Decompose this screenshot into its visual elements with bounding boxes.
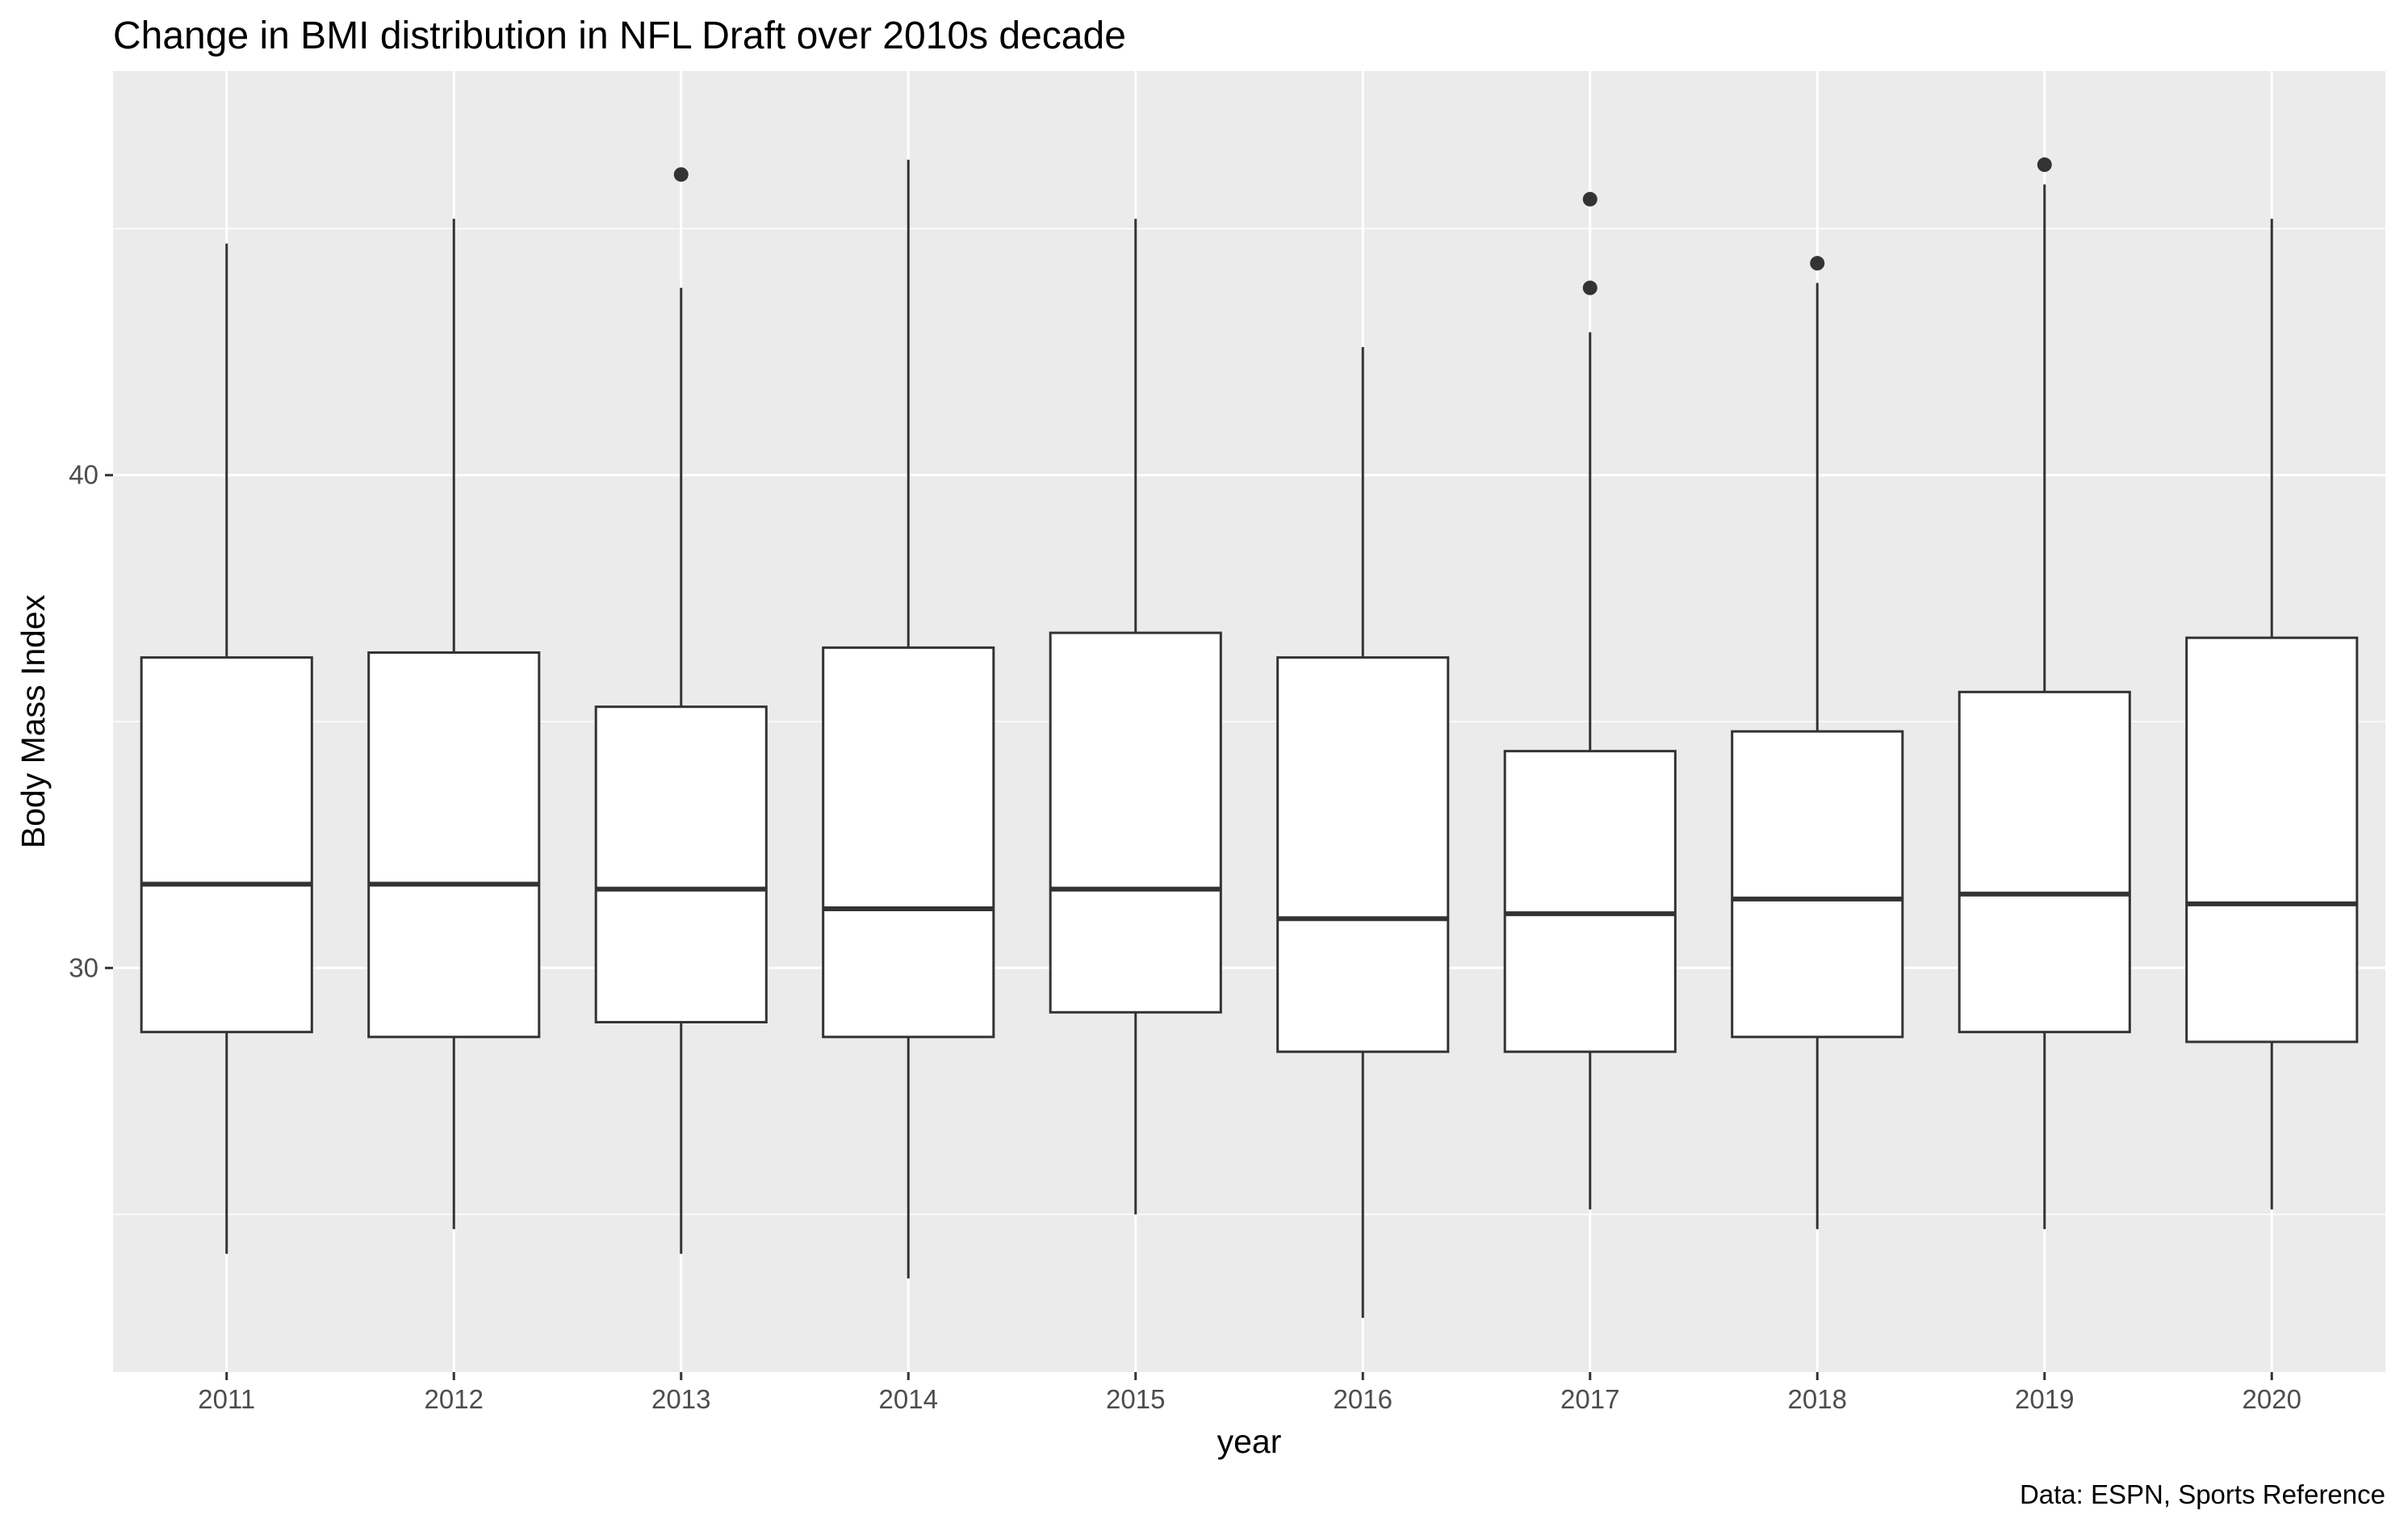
box-series — [140, 157, 2359, 1318]
x-tick-label: 2011 — [198, 1384, 255, 1414]
box-2014 — [822, 159, 995, 1278]
box-2016 — [1276, 346, 1450, 1318]
x-tick-label: 2012 — [425, 1384, 484, 1414]
box-2018 — [1731, 256, 1904, 1229]
y-tick-label: 40 — [69, 460, 98, 490]
outlier-point — [1810, 256, 1825, 271]
iqr-box — [1503, 750, 1677, 1053]
outlier-point — [1582, 280, 1598, 295]
x-tick-label: 2018 — [1788, 1384, 1847, 1414]
iqr-box — [2185, 636, 2359, 1044]
x-tick-label: 2019 — [2015, 1384, 2074, 1414]
x-axis: 2011 2012 2013 2014 2015 2016 2017 2018 2019 2020 — [198, 1372, 2301, 1414]
outlier-point — [2037, 157, 2052, 173]
iqr-box — [594, 705, 768, 1023]
box-2020 — [2185, 219, 2359, 1210]
iqr-box — [140, 656, 313, 1034]
box-2017 — [1503, 191, 1677, 1210]
box-2012 — [367, 219, 541, 1229]
iqr-box — [1958, 690, 2131, 1034]
box-2019 — [1958, 157, 2131, 1229]
chart-title: Change in BMI distribution in NFL Draft … — [113, 15, 1126, 57]
box-2015 — [1049, 219, 1222, 1215]
iqr-box — [1049, 631, 1222, 1014]
x-tick-label: 2020 — [2243, 1384, 2301, 1414]
iqr-box — [822, 646, 995, 1039]
box-2011 — [140, 243, 313, 1254]
iqr-box — [367, 651, 541, 1039]
x-tick-label: 2017 — [1560, 1384, 1619, 1414]
outlier-point — [1582, 191, 1598, 207]
iqr-box — [1731, 730, 1904, 1039]
chart-caption: Data: ESPN, Sports Reference — [2020, 1479, 2385, 1509]
iqr-box — [1276, 656, 1450, 1053]
x-tick-label: 2013 — [651, 1384, 710, 1414]
y-tick-label: 30 — [69, 952, 98, 982]
x-tick-label: 2014 — [879, 1384, 938, 1414]
x-tick-label: 2016 — [1334, 1384, 1392, 1414]
box-2013 — [594, 167, 768, 1254]
x-axis-title: year — [1217, 1423, 1282, 1460]
y-axis: 30 40 — [69, 460, 113, 982]
x-tick-label: 2015 — [1106, 1384, 1165, 1414]
y-axis-title: Body Mass Index — [15, 594, 52, 848]
outlier-point — [673, 167, 689, 182]
